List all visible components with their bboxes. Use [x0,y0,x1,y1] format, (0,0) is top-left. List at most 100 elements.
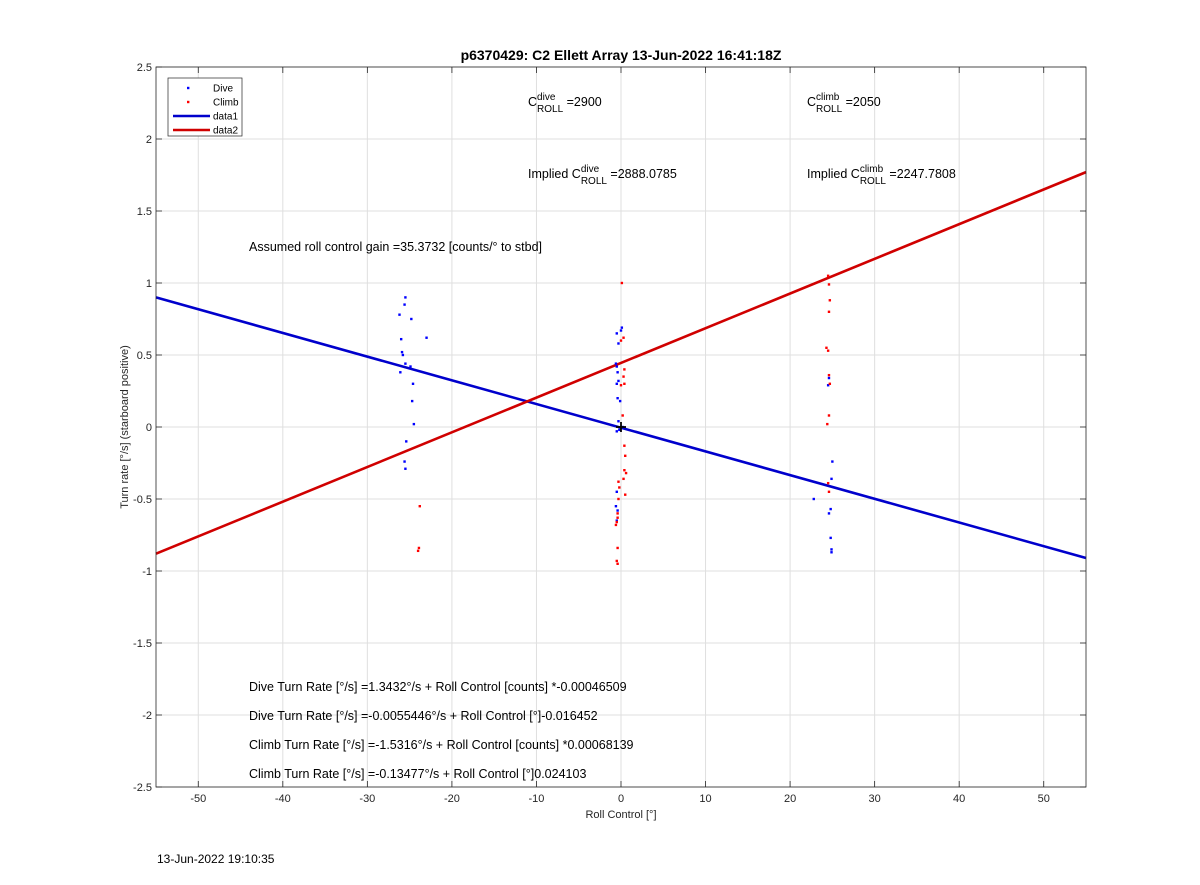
point-climb [615,520,618,524]
point-dive [425,336,428,339]
point-climb [615,559,618,563]
point-dive [404,362,407,365]
point-dive [812,497,815,501]
y-tick-label: 2.5 [137,62,152,74]
annotation-value: =2900 [563,95,602,109]
x-tick-label: -20 [444,793,460,805]
legend-label: Dive [213,84,233,95]
annotation-value: =2050 [842,95,881,109]
point-climb [623,368,626,371]
point-climb [828,299,832,302]
point-climb [620,281,624,285]
point-climb [827,490,831,493]
point-dive [410,317,413,321]
annotation-base: C [528,95,537,109]
annotation-eq1: Dive Turn Rate [°/s] =1.3432°/s + Roll C… [249,680,627,694]
annotation-value: =2888.0785 [607,167,677,181]
point-climb [619,339,623,342]
point-climb [616,512,619,515]
point-climb [616,546,619,550]
point-dive [831,460,834,463]
annotation-sub: ROLL [816,104,843,115]
x-tick-label: -40 [275,793,291,805]
point-dive [410,399,414,403]
chart-title: p6370429: C2 Ellett Array 13-Jun-2022 16… [461,47,782,63]
point-dive [615,519,618,522]
point-climb [825,346,828,349]
point-climb [622,375,625,378]
point-dive [830,477,833,481]
point-dive [618,399,622,403]
annotation-base: C [851,167,860,181]
point-dive [616,509,619,512]
x-tick-label: -50 [190,793,206,805]
x-tick-label: 20 [784,793,796,805]
x-tick-label: 0 [618,793,624,805]
point-dive [615,382,618,385]
point-climb [616,516,619,519]
y-axis-label: Turn rate [°/s] (starboard positive) [119,345,131,509]
point-climb [624,493,627,496]
point-climb [618,486,621,489]
legend-box [167,77,243,137]
point-climb [826,274,830,277]
point-climb [624,454,627,457]
annotation-eq4: Climb Turn Rate [°/s] =-0.13477°/s + Rol… [249,767,586,781]
point-climb [614,523,618,527]
legend-marker-climb [187,100,190,104]
point-climb [616,562,619,565]
annotation-implied-dive: Implied Cdive ROLL =2888.0785 [528,164,677,187]
x-tick-label: 50 [1038,793,1050,805]
legend: Dive Climb data1 data2 [167,77,243,137]
footer-timestamp: 13-Jun-2022 19:10:35 [157,852,275,866]
point-dive [829,507,832,511]
x-tick-label: 40 [953,793,965,805]
point-climb [624,471,628,475]
annotation-c-dive: Cdive ROLL =2900 [528,92,602,115]
y-tick-label: 0.5 [137,350,152,362]
point-dive [617,379,620,383]
annotation-prefix: Implied [528,167,572,181]
point-climb [623,469,626,472]
point-dive [829,536,832,540]
point-climb [622,477,625,481]
y-tick-label: 2 [146,134,152,146]
point-climb [622,336,625,339]
annotation-base: C [807,95,816,109]
point-dive [617,420,620,423]
point-dive [616,371,619,374]
annotation-sub: ROLL [537,104,564,115]
annotation-sup: climb [860,164,884,175]
point-dive [403,460,406,463]
annotation-sup: climb [816,92,840,103]
x-tick-label: -10 [529,793,545,805]
point-climb [827,373,831,377]
y-tick-label: -1.5 [133,638,152,650]
point-dive [617,342,620,345]
point-dive [404,296,407,299]
point-dive [615,430,618,433]
y-tick-label: 0 [146,422,152,434]
point-dive [399,371,402,374]
point-climb [418,505,421,508]
point-dive [399,337,403,341]
point-climb [417,546,421,550]
point-climb [827,414,831,417]
annotation-c-climb: Cclimb ROLL =2050 [807,92,881,115]
y-tick-label: -2.5 [133,782,152,794]
y-tick-label: 1.5 [137,206,152,218]
annotation-value: =2247.7808 [886,167,956,181]
x-tick-label: 30 [869,793,881,805]
plot-marks [155,170,1087,565]
annotation-sub: ROLL [581,176,608,187]
point-dive [615,490,618,493]
legend-marker-dive [187,86,190,90]
point-dive [618,428,621,432]
point-dive [620,326,624,329]
y-tick-label: -2 [142,710,152,722]
y-tick-label: 1 [146,278,152,290]
point-dive [619,329,623,332]
point-dive [398,313,401,316]
point-dive [409,365,412,368]
